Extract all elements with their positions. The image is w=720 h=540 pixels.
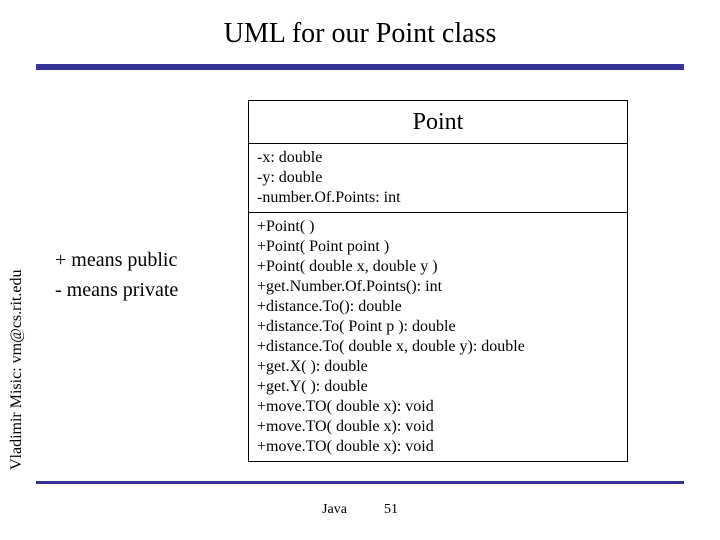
uml-operation: +distance.To(): double	[257, 297, 619, 317]
uml-attribute: -number.Of.Points: int	[257, 188, 619, 208]
uml-operation: +Point( )	[257, 217, 619, 237]
uml-operations: +Point( ) +Point( Point point ) +Point( …	[248, 213, 628, 462]
uml-operation: +move.TO( double x): void	[257, 437, 619, 457]
uml-operation: +distance.To( Point p ): double	[257, 317, 619, 337]
uml-operation: +Point( Point point )	[257, 237, 619, 257]
uml-operation: +get.Y( ): double	[257, 377, 619, 397]
uml-operation: +Point( double x, double y )	[257, 257, 619, 277]
slide: UML for our Point class Vladimir Misic: …	[0, 0, 720, 540]
uml-operation: +move.TO( double x): void	[257, 397, 619, 417]
slide-title: UML for our Point class	[0, 18, 720, 50]
uml-class-name: Point	[248, 100, 628, 144]
uml-attribute: -y: double	[257, 168, 619, 188]
uml-operation: +get.X( ): double	[257, 357, 619, 377]
footer-page: 51	[384, 502, 398, 517]
uml-operation: +get.Number.Of.Points(): int	[257, 277, 619, 297]
footer-rule	[36, 481, 684, 484]
title-rule	[36, 64, 684, 70]
uml-operation: +move.TO( double x): void	[257, 417, 619, 437]
legend-private: - means private	[55, 275, 178, 305]
uml-operation: +distance.To( double x, double y): doubl…	[257, 337, 619, 357]
slide-footer: Java 51	[0, 502, 720, 518]
uml-class-box: Point -x: double -y: double -number.Of.P…	[248, 100, 628, 462]
legend-public: + means public	[55, 245, 178, 275]
uml-attributes: -x: double -y: double -number.Of.Points:…	[248, 144, 628, 213]
uml-attribute: -x: double	[257, 148, 619, 168]
sidebar-author: Vladimir Misic: vm@cs.rit.edu	[8, 270, 26, 470]
footer-course: Java	[322, 502, 347, 517]
visibility-legend: + means public - means private	[55, 245, 178, 305]
